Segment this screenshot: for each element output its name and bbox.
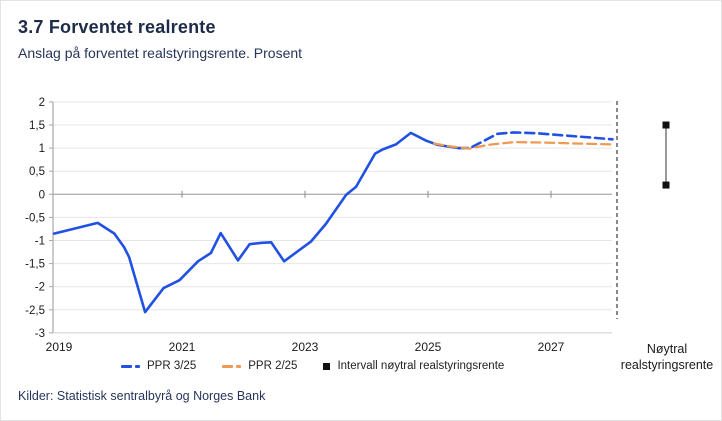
legend-label: PPR 2/25 (248, 360, 298, 372)
svg-text:1,5: 1,5 (29, 120, 45, 132)
svg-text:0: 0 (39, 189, 45, 201)
dash-marker-icon (121, 364, 140, 368)
legend-label: Intervall nøytral realstyringsrente (337, 360, 505, 372)
neutral-rate-axis-label: Nøytral realstyringsrente (602, 341, 721, 373)
dash-marker-icon (222, 364, 242, 368)
svg-text:2019: 2019 (46, 340, 73, 354)
square-marker-icon (323, 362, 331, 370)
svg-text:-2,5: -2,5 (25, 305, 45, 317)
svg-text:1: 1 (39, 143, 45, 155)
svg-text:2025: 2025 (415, 340, 442, 354)
legend-label: PPR 3/25 (147, 360, 197, 372)
neutral-label-line1: Nøytral (646, 342, 688, 356)
svg-text:2: 2 (39, 97, 45, 109)
svg-text:-2: -2 (35, 282, 45, 294)
svg-text:-3: -3 (35, 328, 45, 340)
svg-text:-1,5: -1,5 (25, 259, 45, 271)
svg-text:2027: 2027 (538, 340, 565, 354)
page-subtitle: Anslag på forventet realstyringsrente. P… (18, 45, 303, 61)
chart-legend: PPR 3/25 PPR 2/25 Intervall nøytral real… (121, 360, 504, 372)
neutral-label-line2: realstyringsrente (620, 358, 714, 372)
svg-text:2021: 2021 (169, 340, 196, 354)
svg-text:0,5: 0,5 (29, 166, 45, 178)
sources-note: Kilder: Statistisk sentralbyrå og Norges… (18, 389, 266, 403)
svg-text:-0,5: -0,5 (25, 212, 45, 224)
page-title: 3.7 Forventet realrente (18, 17, 216, 37)
legend-item-ppr-3-25[interactable]: PPR 3/25 (121, 360, 196, 372)
legend-item-neutral-interval[interactable]: Intervall nøytral realstyringsrente (323, 360, 504, 372)
svg-text:2023: 2023 (292, 340, 319, 354)
legend-item-ppr-2-25[interactable]: PPR 2/25 (222, 360, 297, 372)
svg-text:-1: -1 (35, 236, 45, 248)
